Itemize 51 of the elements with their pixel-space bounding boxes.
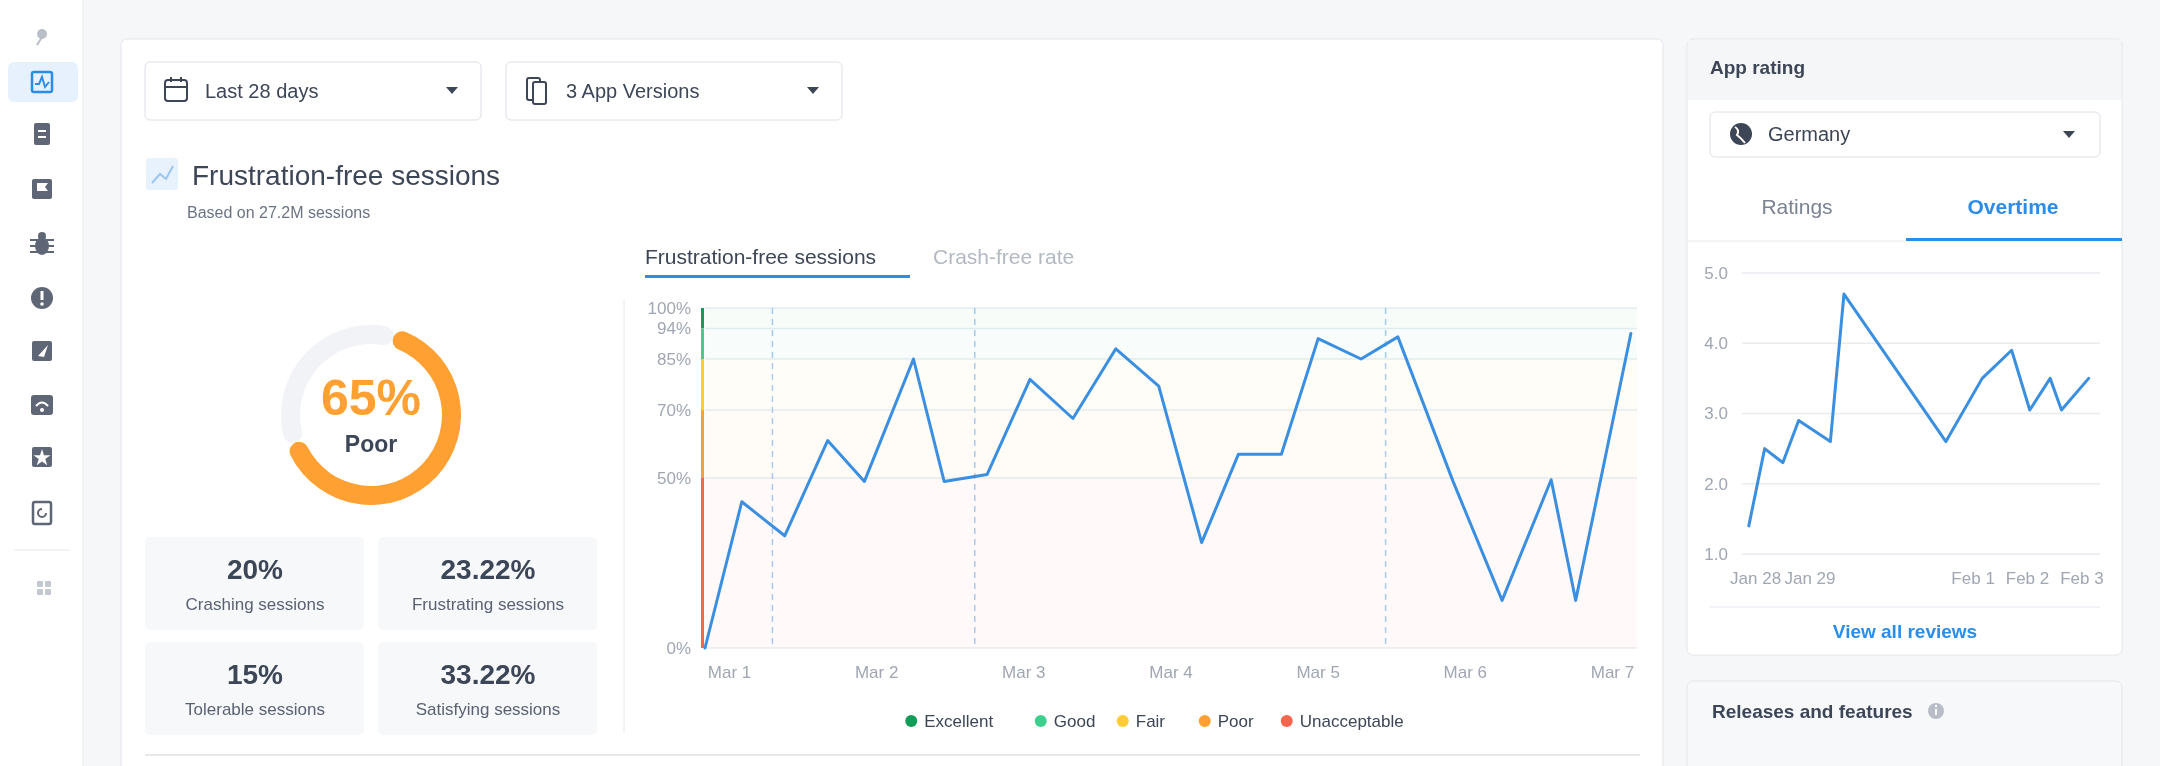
x-tick-label: Mar 6 bbox=[1443, 663, 1488, 682]
text: Germany bbox=[1768, 123, 1851, 145]
y-tick-label: 4.0 bbox=[1704, 334, 1728, 354]
x-tick-label: Feb 1 bbox=[1951, 569, 1995, 588]
x-tick-label: Mar 3 bbox=[1002, 663, 1046, 682]
y-tick-label: 3.0 bbox=[1704, 404, 1728, 424]
y-tick-label: 50% bbox=[656, 468, 691, 488]
text: Frustration-free sessions bbox=[645, 245, 877, 268]
legend-label: Excellent bbox=[924, 711, 994, 731]
x-tick-label: Mar 4 bbox=[1149, 663, 1193, 682]
text: Crash-free rate bbox=[933, 245, 1075, 268]
text: Overtime bbox=[1967, 195, 2059, 218]
legend-label: Fair bbox=[1135, 711, 1166, 731]
x-tick-label: Mar 7 bbox=[1590, 663, 1635, 682]
text: Crashing sessions bbox=[185, 595, 325, 614]
x-tick-label: Feb 2 bbox=[2005, 569, 2050, 588]
text: 20% bbox=[226, 554, 284, 585]
chart-subtitle: Based on 27.2M sessions bbox=[187, 204, 371, 221]
chart-title: App rating bbox=[1710, 57, 1805, 78]
text: Last 28 days bbox=[205, 80, 319, 102]
slice-label: Poor bbox=[344, 431, 398, 457]
x-tick-label: Mar 2 bbox=[854, 663, 899, 682]
legend-label: Good bbox=[1053, 711, 1096, 731]
y-tick-label: 2.0 bbox=[1704, 474, 1728, 494]
text: Tolerable sessions bbox=[185, 700, 325, 719]
x-tick-label: Mar 5 bbox=[1296, 663, 1340, 682]
text: 3 App Versions bbox=[566, 80, 700, 102]
x-tick-label: Feb 3 bbox=[2060, 569, 2104, 588]
y-tick-label: 70% bbox=[656, 400, 691, 420]
y-tick-label: 1.0 bbox=[1704, 544, 1728, 564]
text: Releases and features bbox=[1712, 701, 1913, 722]
text: 23.22% bbox=[440, 554, 536, 585]
text: Satisfying sessions bbox=[415, 700, 561, 719]
y-tick-label: 0% bbox=[666, 638, 691, 658]
y-tick-label: 85% bbox=[656, 349, 691, 369]
y-tick-label: 5.0 bbox=[1704, 263, 1728, 283]
y-tick-label: 94% bbox=[656, 319, 691, 339]
donut-slice bbox=[289, 331, 461, 505]
text: 33.22% bbox=[440, 659, 536, 690]
chart-title: Frustration-free sessions bbox=[192, 160, 501, 191]
data-label: 65% bbox=[320, 370, 422, 426]
text: View all reviews bbox=[1832, 621, 1978, 642]
text: Frustrating sessions bbox=[411, 595, 565, 614]
legend-label: Poor bbox=[1217, 711, 1254, 731]
text: Ratings bbox=[1761, 195, 1833, 218]
x-tick-label: Jan 29 bbox=[1784, 569, 1836, 588]
y-tick-label: 100% bbox=[647, 298, 691, 318]
x-tick-label: Mar 1 bbox=[707, 663, 752, 682]
text: 15% bbox=[226, 659, 284, 690]
legend-label: Unacceptable bbox=[1299, 711, 1404, 731]
x-tick-label: Jan 28 bbox=[1730, 569, 1782, 588]
